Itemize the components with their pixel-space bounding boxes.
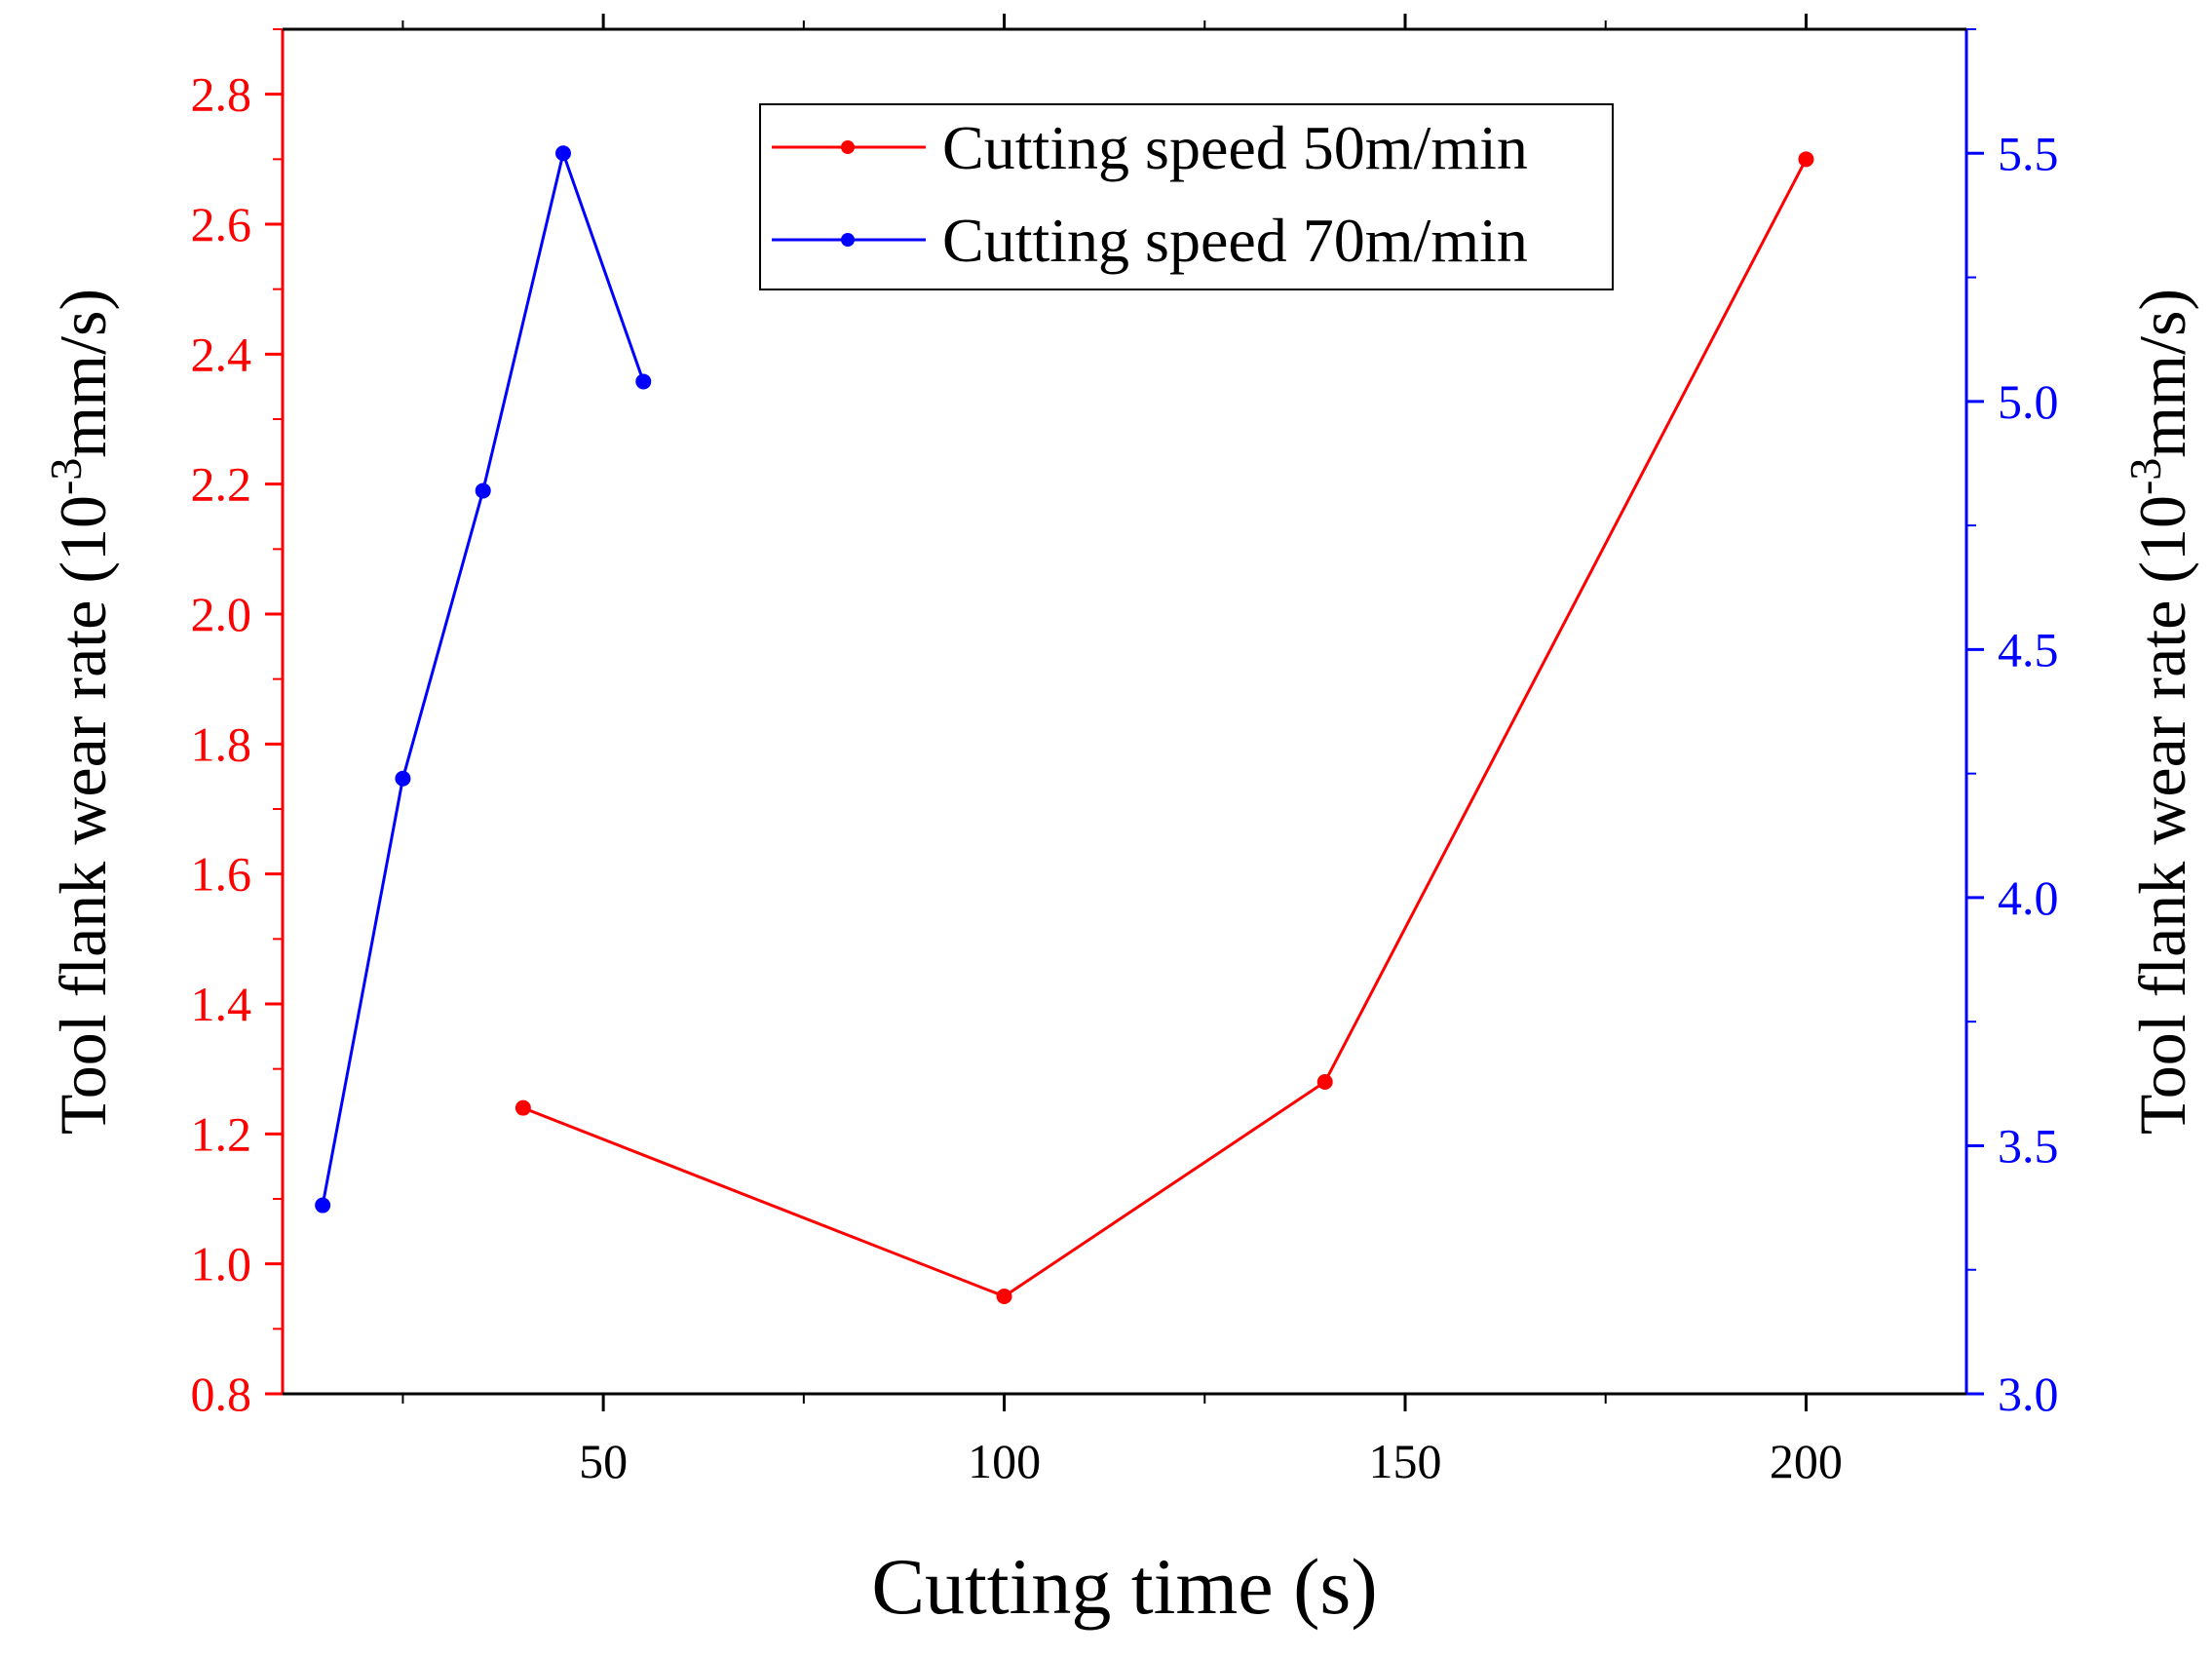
plot-area [315, 145, 1814, 1304]
legend: Cutting speed 50m/min Cutting speed 70m/… [759, 103, 1614, 290]
left-y-axis-title: Tool flank wear rate (10-3mm/s) [41, 289, 121, 1135]
x-tick-label: 50 [579, 1434, 628, 1488]
right-y-tick-label: 4.0 [1998, 870, 2059, 925]
data-point-series-1 [555, 145, 571, 162]
right-y-tick-label: 5.0 [1998, 374, 2059, 429]
right-y-tick-label: 3.0 [1998, 1367, 2059, 1421]
axes: 50 100 150 200 0.8 1.0 1.2 1.4 1.6 1.8 2.0 2.2 2.4 2.… [191, 14, 2059, 1488]
x-tick-label: 200 [1770, 1434, 1843, 1488]
left-y-tick-label: 2.8 [191, 67, 252, 122]
left-y-axis-title-post: mm/s) [46, 289, 120, 458]
left-y-tick-label: 1.8 [191, 716, 252, 771]
right-y-axis-title-post: mm/s) [2125, 289, 2199, 458]
data-point-series-1 [315, 1197, 331, 1214]
left-y-tick-label: 1.6 [191, 847, 252, 902]
right-y-tick-label: 5.5 [1998, 126, 2059, 180]
series-line-0 [522, 158, 1808, 1298]
legend-label-cutting-speed-50: Cutting speed 50m/min [942, 113, 1528, 182]
left-y-tick-label: 1.0 [191, 1237, 252, 1291]
left-y-tick-label: 2.4 [191, 327, 252, 381]
right-y-axis-title: Tool flank wear rate (10-3mm/s) [2120, 289, 2200, 1135]
right-y-tick-label: 3.5 [1998, 1118, 2059, 1173]
left-y-tick-label: 2.2 [191, 457, 252, 512]
data-point-series-0 [1798, 151, 1814, 168]
left-y-tick-label: 1.2 [191, 1106, 252, 1161]
x-tick-label: 150 [1369, 1434, 1442, 1488]
data-point-series-0 [996, 1289, 1012, 1304]
right-y-axis-title-pre: Tool flank wear rate (10 [2125, 495, 2199, 1135]
x-axis-title: Cutting time (s) [871, 1542, 1377, 1631]
left-y-axis-title-exponent: -3 [41, 458, 91, 495]
legend-label-cutting-speed-70: Cutting speed 70m/min [942, 206, 1528, 275]
left-y-tick-label: 2.0 [191, 587, 252, 641]
data-point-series-0 [515, 1099, 531, 1116]
left-y-tick-label: 0.8 [191, 1367, 252, 1421]
left-y-tick-label: 2.6 [191, 197, 252, 251]
data-point-series-1 [635, 373, 652, 390]
left-y-axis-title-pre: Tool flank wear rate (10 [46, 495, 120, 1135]
data-point-series-0 [1316, 1074, 1333, 1090]
right-y-tick-label: 4.5 [1998, 622, 2059, 676]
data-point-series-1 [475, 482, 491, 499]
legend-marker-cutting-speed-70 [841, 233, 855, 247]
x-tick-label: 100 [968, 1434, 1041, 1488]
legend-box [759, 103, 1614, 290]
legend-marker-cutting-speed-50 [841, 140, 855, 154]
data-point-series-1 [395, 770, 411, 787]
left-y-tick-label: 1.4 [191, 977, 252, 1031]
right-y-axis-title-exponent: -3 [2120, 458, 2170, 495]
